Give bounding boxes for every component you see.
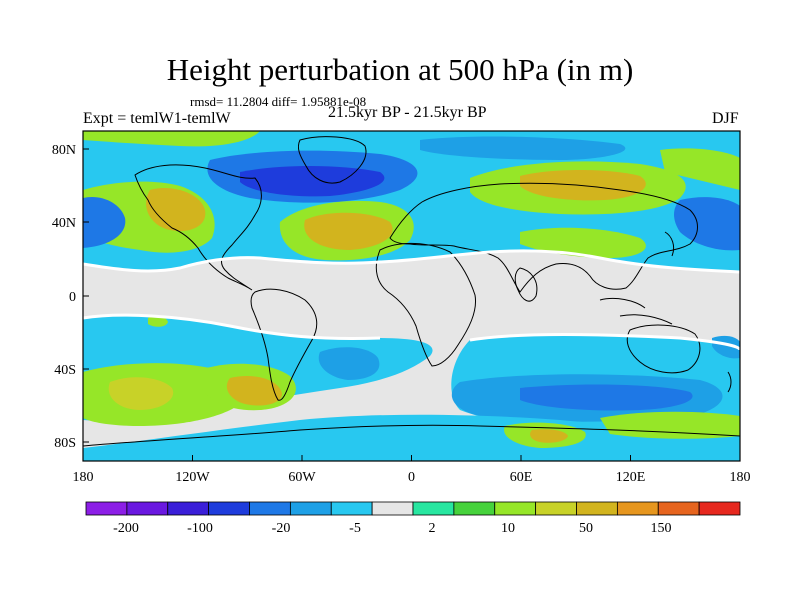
colorbar [85, 501, 741, 516]
colorbar-labels: -200 -100 -20 -5 2 10 50 150 [113, 521, 671, 536]
lat-tick-label: 40S [54, 363, 76, 378]
nh-low-greenland-core [240, 166, 385, 197]
colorbar-box [126, 501, 169, 516]
colorbar-label: 150 [651, 521, 672, 536]
sh-blue-east-patch [712, 335, 740, 359]
contour-field [83, 131, 740, 461]
lon-tick-label: 60W [288, 470, 316, 485]
lat-tick-label: 80N [52, 143, 76, 158]
lat-tick-label: 0 [69, 290, 76, 305]
colorbar-label: -5 [349, 521, 361, 536]
colorbar-label: 50 [579, 521, 593, 536]
colorbar-box [371, 501, 414, 516]
lat-tick-label: 80S [54, 436, 76, 451]
sh-low-south-atlantic [318, 347, 380, 380]
nh-high-atlantic [304, 212, 393, 250]
nh-high-west-pacific [146, 188, 206, 232]
contour-boundary-lines [83, 249, 740, 351]
sh-green-east-southern [600, 411, 740, 439]
colorbar-box [494, 501, 537, 516]
colorbar-label: -20 [272, 521, 291, 536]
rmsd-diff-stats: rmsd= 11.2804 diff= 1.95881e-08 [190, 94, 367, 109]
lat-tick-label: 40N [52, 216, 76, 231]
map-title: Height perturbation at 500 hPa (in m) [166, 52, 634, 87]
colorbar-box [535, 501, 577, 516]
colorbar-label: -200 [113, 521, 139, 536]
lon-tick-label: 120E [616, 470, 646, 485]
colorbar-box [289, 501, 332, 516]
latitude-axis: 80N 40N 0 40S 80S [52, 143, 89, 451]
colorbar-box [208, 501, 250, 516]
lon-tick-label: 0 [408, 470, 415, 485]
coastlines [83, 136, 740, 447]
colorbar-label: 2 [429, 521, 436, 536]
season-label: DJF [712, 110, 739, 127]
period-label: 21.5kyr BP - 21.5kyr BP [328, 104, 487, 121]
sh-yellow-antarctic [530, 429, 568, 443]
experiment-label: Expt = temlW1-temlW [83, 110, 231, 127]
colorbar-box [85, 501, 128, 516]
colorbar-box [167, 501, 210, 516]
colorbar-label: 10 [501, 521, 515, 536]
lon-tick-label: 180 [73, 470, 94, 485]
colorbar-box [453, 501, 496, 516]
sh-green-small-patch [148, 315, 168, 327]
colorbar-box [330, 501, 373, 516]
nh-green-arctic [83, 131, 260, 147]
nh-green-east-pacific [660, 148, 740, 190]
colorbar-box [698, 501, 741, 516]
colorbar-box [249, 501, 291, 516]
colorbar-box [616, 501, 659, 516]
colorbar-box [576, 501, 618, 516]
longitude-axis: 180 120W 60W 0 60E 120E 180 [73, 455, 751, 485]
sh-yellow-pacific [226, 375, 282, 406]
lon-tick-label: 120W [175, 470, 210, 485]
colorbar-box [657, 501, 700, 516]
colorbar-box [412, 501, 455, 516]
sh-light-blue-southern-ocean [83, 414, 740, 461]
lon-tick-label: 60E [510, 470, 533, 485]
sh-low-indian-core [520, 384, 693, 411]
sh-light-green-south-pacific [108, 377, 174, 410]
lon-tick-label: 180 [730, 470, 751, 485]
colorbar-label: -100 [187, 521, 213, 536]
nh-low-north-pacific [83, 196, 126, 248]
nh-low-siberia [420, 136, 626, 160]
